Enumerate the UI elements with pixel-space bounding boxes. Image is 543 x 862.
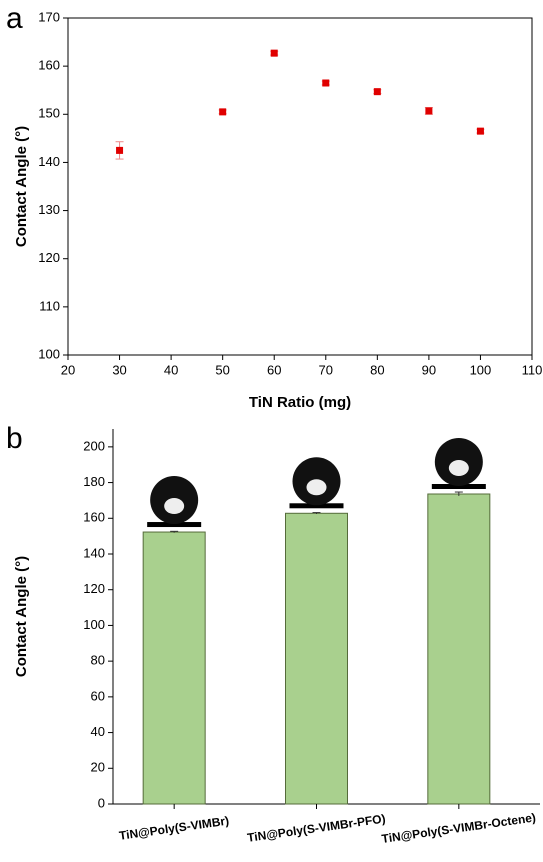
y-tick-label: 180: [83, 474, 105, 489]
y-tick-label: 120: [38, 250, 60, 265]
y-tick-label: 200: [83, 438, 105, 453]
x-axis-label: TiN Ratio (mg): [249, 394, 351, 411]
bar: [143, 532, 205, 804]
droplet-highlight: [449, 460, 469, 476]
x-tick-label: TiN@Poly(S-VIMBr-PFO): [246, 812, 386, 845]
bar: [428, 494, 490, 804]
point: [477, 128, 484, 135]
y-tick-label: 120: [83, 581, 105, 596]
y-tick-label: 160: [38, 58, 60, 73]
y-axis-label: Contact Angle (°): [13, 556, 30, 677]
x-tick-label: 40: [164, 362, 178, 377]
x-tick-label: 90: [422, 362, 436, 377]
y-tick-label: 130: [38, 202, 60, 217]
page: {"chart_data": [ {"type": "scatter", "pa…: [0, 0, 543, 862]
bar: [286, 513, 348, 804]
panel-label: a: [6, 2, 23, 35]
y-tick-label: 110: [39, 298, 60, 313]
x-tick-label: 80: [370, 362, 384, 377]
y-tick-label: 20: [91, 760, 105, 775]
x-tick-label: 100: [470, 362, 492, 377]
y-tick-label: 140: [83, 545, 105, 560]
y-tick-label: 170: [38, 9, 60, 24]
y-tick-label: 0: [98, 795, 105, 810]
point: [322, 79, 329, 86]
droplet-highlight: [307, 479, 327, 495]
point: [271, 50, 278, 57]
y-tick-label: 60: [91, 688, 105, 703]
point: [116, 147, 123, 154]
point: [219, 108, 226, 115]
y-axis-label: Contact Angle (°): [13, 126, 30, 247]
y-tick-label: 80: [91, 653, 105, 668]
droplet-highlight: [164, 498, 184, 514]
x-tick-label: 50: [215, 362, 229, 377]
x-tick-label: TiN@Poly(S-VIMBr): [118, 814, 230, 843]
y-tick-label: 160: [83, 510, 105, 525]
point: [374, 88, 381, 95]
x-tick-label: 60: [267, 362, 281, 377]
figure: a 100 110 120 130 140 150 160 170 Contact Angle (…: [0, 0, 543, 862]
y-tick-label: 100: [83, 617, 105, 632]
y-tick-label: 40: [91, 724, 105, 739]
y-tick-label: 140: [38, 154, 60, 169]
point: [425, 107, 432, 114]
plot-frame: [68, 18, 532, 355]
panel-label: b: [6, 422, 23, 455]
x-tick-label: 70: [319, 362, 333, 377]
x-tick-label: 110: [522, 362, 543, 377]
y-tick-label: 150: [38, 106, 60, 121]
x-tick-label: 30: [112, 362, 126, 377]
x-tick-label: 20: [61, 362, 75, 377]
x-tick-label: TiN@Poly(S-VIMBr-Octene): [381, 810, 537, 846]
y-tick-label: 100: [38, 346, 60, 361]
